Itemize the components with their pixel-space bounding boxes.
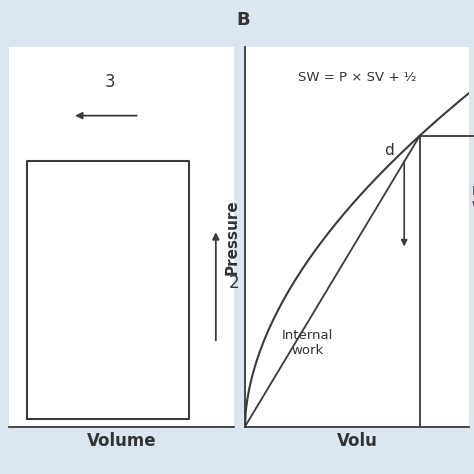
Text: B: B [236,10,250,28]
Text: d: d [383,143,393,158]
Text: SW = P × SV + ¹⁄₂: SW = P × SV + ¹⁄₂ [298,71,416,84]
Y-axis label: Pressure: Pressure [224,199,239,275]
Text: 3: 3 [105,73,116,91]
Text: E
W: E W [472,185,474,213]
X-axis label: Volu: Volu [337,432,378,450]
Text: 2: 2 [228,273,239,292]
X-axis label: Volume: Volume [87,432,156,450]
Text: Internal
work: Internal work [282,329,334,357]
